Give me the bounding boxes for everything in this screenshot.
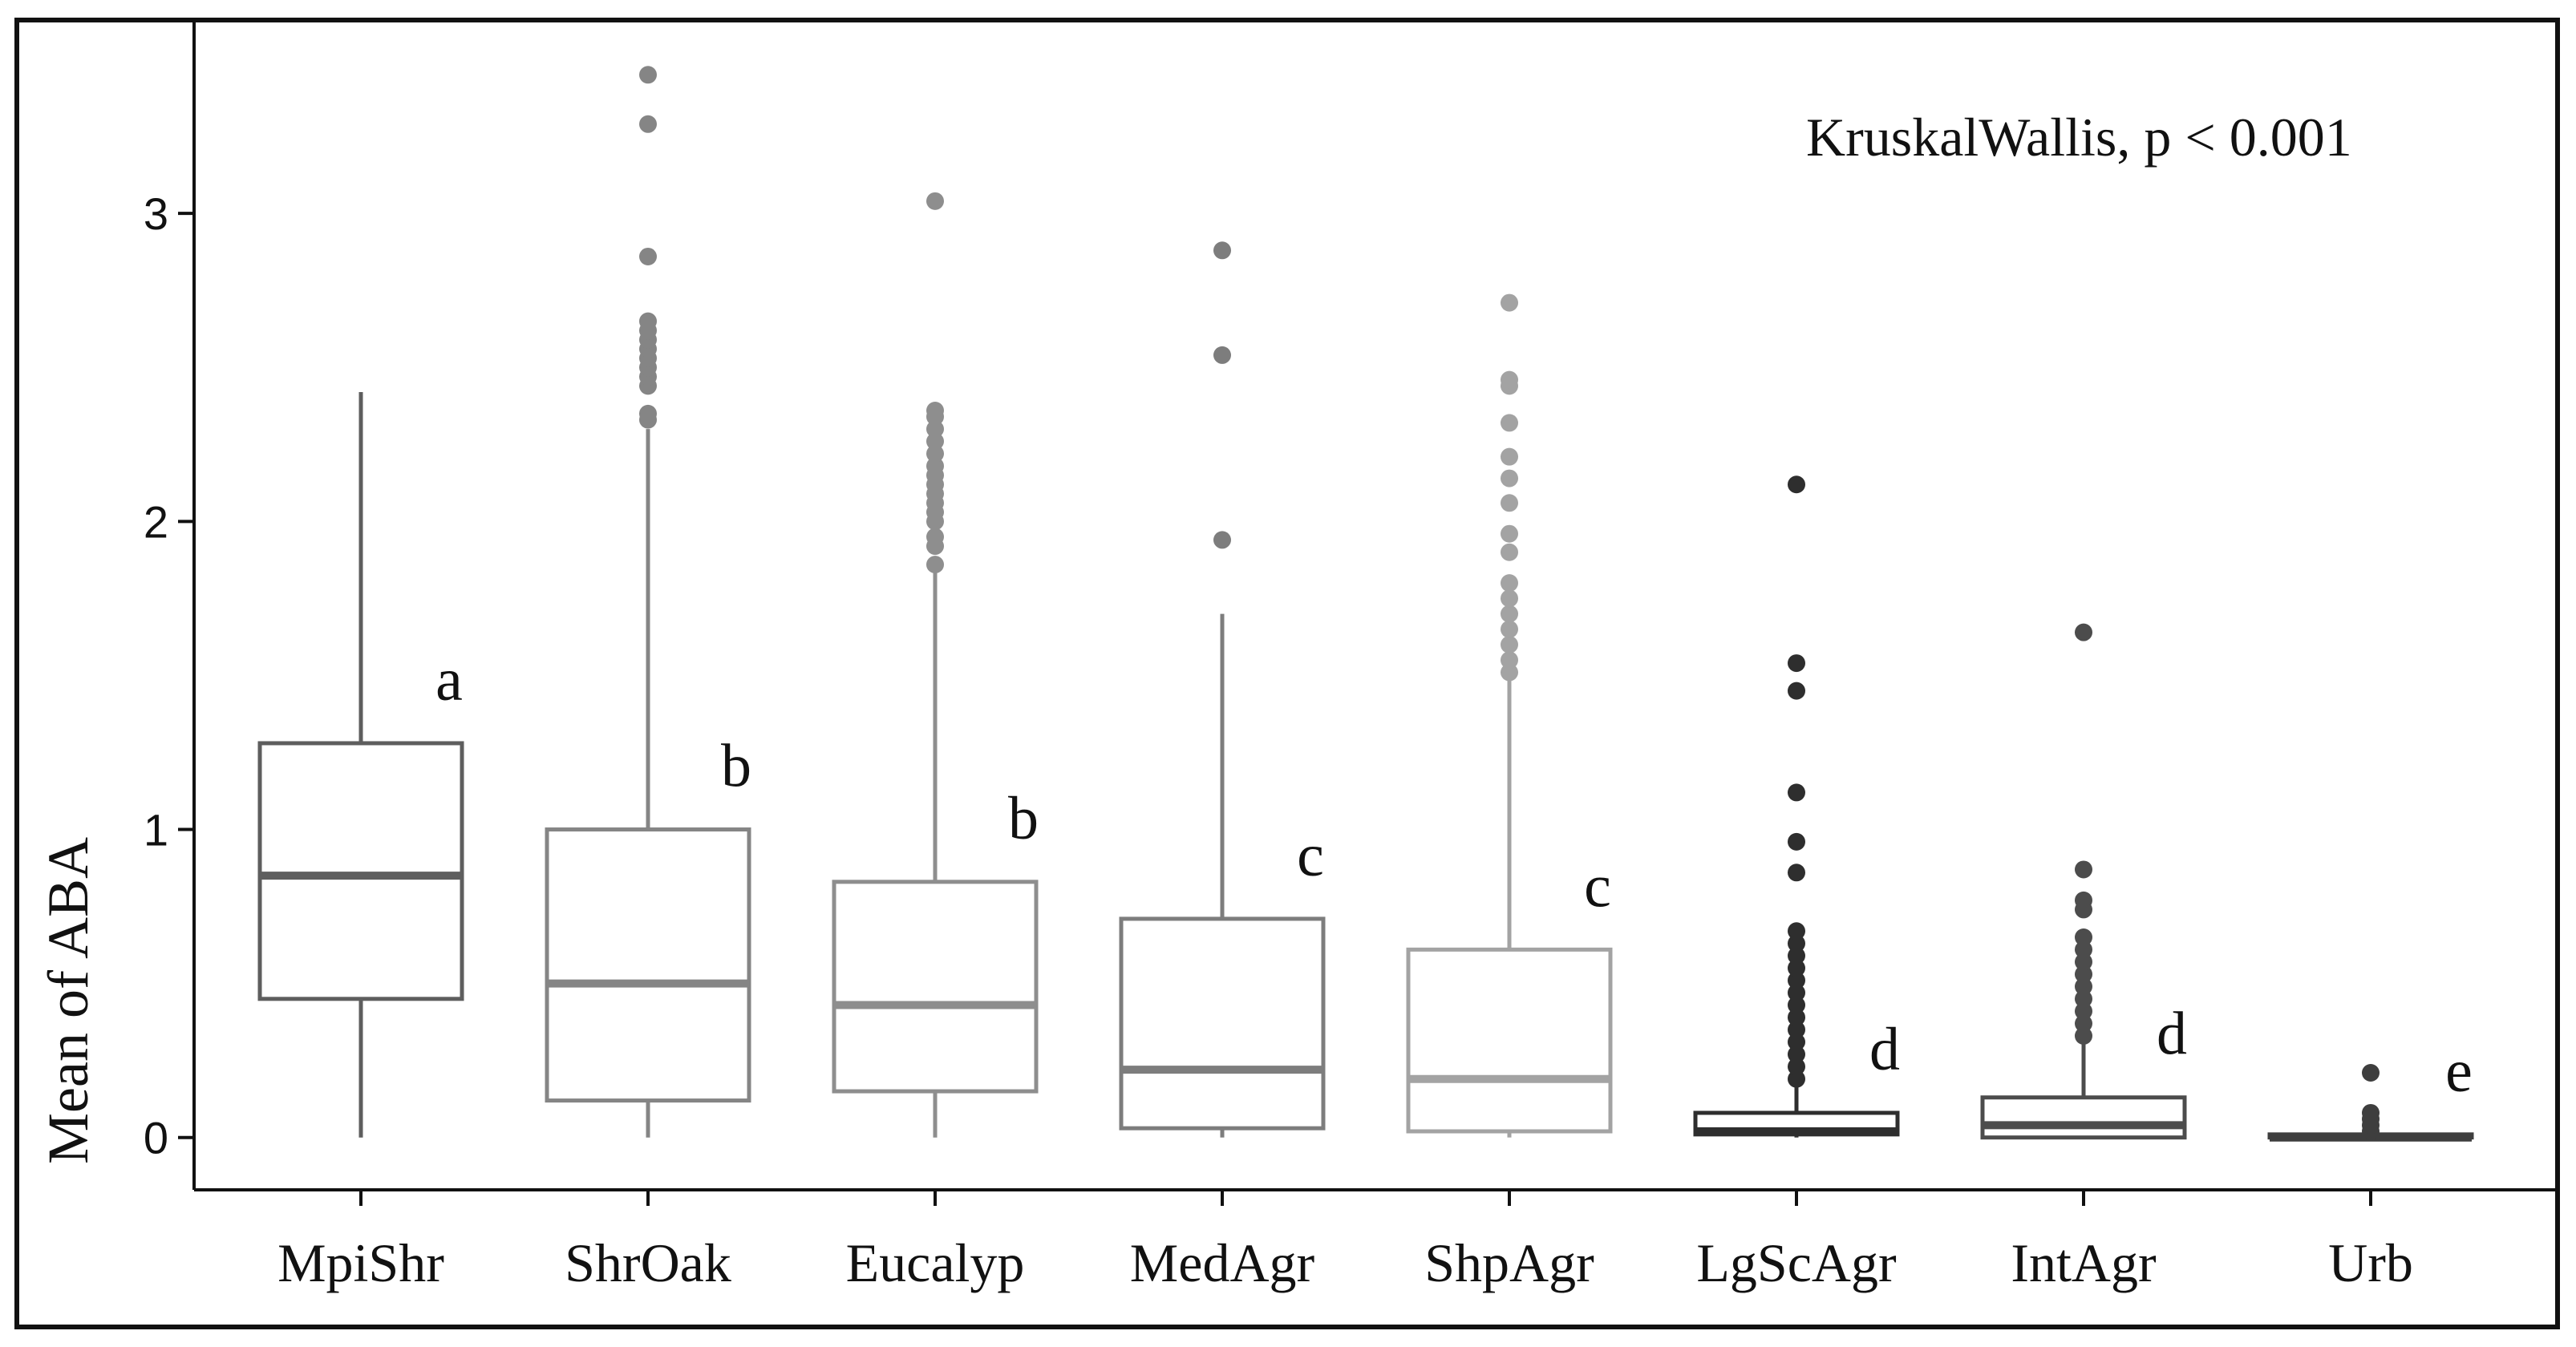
significance-letter: a	[435, 646, 463, 714]
outlier-point	[926, 528, 944, 546]
y-tick-label: 3	[144, 188, 168, 239]
figure-frame: 0 1 2 3 MpiShr a ShrOak b Eucalyp b MedAgr c ShpAgr c…	[14, 18, 2560, 1329]
outlier-point	[1788, 1070, 1805, 1088]
box-iqr	[1406, 947, 1613, 1134]
outlier-point	[926, 444, 944, 463]
x-tick-label: MpiShr	[277, 1232, 444, 1293]
outlier-point	[1501, 663, 1518, 682]
outlier-point	[2075, 1002, 2092, 1021]
outlier-point	[2075, 1026, 2092, 1045]
outlier-point	[1788, 922, 1805, 940]
outlier-point	[1501, 574, 1518, 593]
outlier-point	[2075, 977, 2092, 996]
x-tick-label: LgScAgr	[1696, 1232, 1897, 1293]
outlier-point	[2075, 940, 2092, 959]
outlier-point	[1501, 414, 1518, 432]
box-iqr	[832, 880, 1039, 1094]
y-tick-label: 2	[144, 496, 168, 547]
outlier-point	[1501, 636, 1518, 654]
significance-letter: d	[1869, 1016, 1900, 1083]
outlier-point	[926, 457, 944, 475]
outlier-point	[1788, 1045, 1805, 1063]
outlier-point	[926, 556, 944, 574]
significance-letter: c	[1297, 822, 1324, 889]
outlier-point	[639, 312, 657, 330]
significance-letter: e	[2445, 1038, 2473, 1105]
x-tick-label: Urb	[2328, 1232, 2413, 1293]
outlier-point	[1788, 934, 1805, 953]
significance-letter: c	[1584, 852, 1611, 920]
outlier-point	[1788, 971, 1805, 989]
outlier-point	[1501, 293, 1518, 312]
y-axis-label: Mean of ABA	[36, 837, 100, 1164]
outlier-point	[1501, 494, 1518, 512]
outlier-point	[1501, 651, 1518, 669]
boxplot-chart: 0 1 2 3 MpiShr a ShrOak b Eucalyp b MedAgr c ShpAgr c…	[36, 22, 2555, 1293]
kruskal-wallis-annotation: KruskalWallis, p < 0.001	[1806, 107, 2352, 168]
outlier-point	[1501, 370, 1518, 389]
outlier-point	[1788, 1021, 1805, 1039]
outlier-point	[1213, 531, 1231, 549]
outlier-point	[2075, 989, 2092, 1008]
outlier-point	[1213, 346, 1231, 364]
outlier-point	[1501, 447, 1518, 466]
y-tick-label: 1	[144, 805, 168, 856]
outlier-point	[1788, 1033, 1805, 1051]
box-iqr	[545, 827, 751, 1103]
outlier-point	[2075, 860, 2092, 879]
outlier-point	[639, 404, 657, 423]
significance-letter: b	[721, 733, 751, 800]
outlier-point	[2075, 928, 2092, 946]
outlier-point	[639, 66, 657, 84]
outlier-point	[1788, 1008, 1805, 1026]
outlier-point	[2362, 1103, 2380, 1122]
outlier-point	[2075, 953, 2092, 971]
outlier-point	[1788, 783, 1805, 802]
outlier-point	[2362, 1064, 2380, 1082]
outlier-point	[2075, 965, 2092, 984]
outlier-point	[1501, 469, 1518, 487]
outlier-point	[1788, 959, 1805, 977]
outlier-point	[1501, 620, 1518, 638]
significance-letter: d	[2157, 1001, 2187, 1068]
outlier-point	[2075, 1014, 2092, 1033]
x-tick-label: IntAgr	[2011, 1232, 2157, 1293]
x-tick-label: ShpAgr	[1424, 1232, 1594, 1293]
outlier-point	[926, 420, 944, 439]
outlier-point	[926, 192, 944, 210]
box-iqr	[257, 741, 464, 1001]
outlier-point	[1788, 947, 1805, 965]
outlier-point	[639, 247, 657, 265]
x-tick-label: Eucalyp	[846, 1232, 1025, 1293]
outlier-point	[1788, 682, 1805, 700]
outlier-point	[1501, 605, 1518, 623]
outlier-point	[926, 432, 944, 451]
outlier-point	[1788, 996, 1805, 1014]
box-iqr	[1119, 916, 1326, 1131]
x-tick-label: ShrOak	[565, 1232, 731, 1293]
outlier-point	[926, 402, 944, 420]
outlier-point	[1501, 589, 1518, 608]
outlier-point	[1788, 475, 1805, 494]
outlier-point	[1788, 832, 1805, 851]
outlier-point	[1788, 864, 1805, 882]
outlier-point	[639, 115, 657, 133]
outlier-point	[1788, 1058, 1805, 1076]
outlier-point	[1501, 524, 1518, 543]
x-tick-label: MedAgr	[1130, 1232, 1315, 1293]
outlier-point	[1788, 984, 1805, 1002]
plot-area: 0 1 2 3 MpiShr a ShrOak b Eucalyp b MedAgr c ShpAgr c…	[144, 22, 2555, 1293]
outlier-point	[1788, 654, 1805, 673]
outlier-point	[1501, 543, 1518, 561]
outlier-point	[1213, 241, 1231, 260]
outlier-point	[2075, 623, 2092, 641]
y-tick-label: 0	[144, 1113, 168, 1163]
outlier-point	[2075, 891, 2092, 909]
significance-letter: b	[1008, 785, 1039, 852]
box-iqr	[1980, 1095, 2187, 1140]
